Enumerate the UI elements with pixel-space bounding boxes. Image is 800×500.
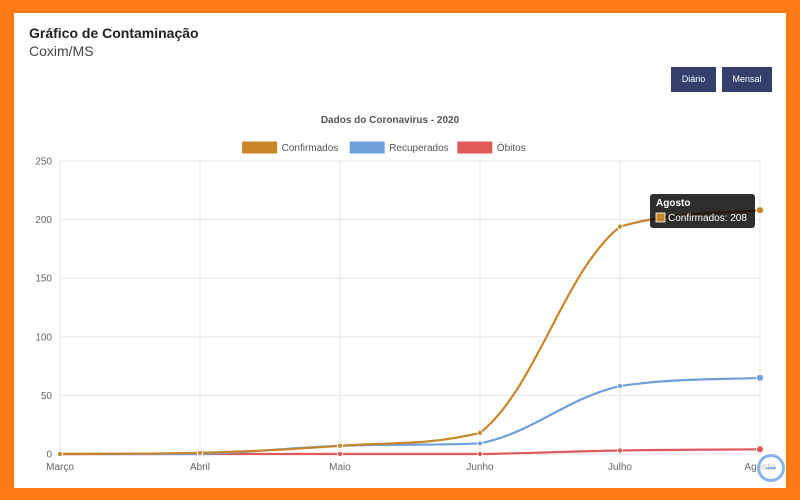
data-point	[57, 451, 63, 457]
chart-legend: Confirmados Recuperados Óbitos	[242, 141, 526, 154]
legend-swatch	[349, 141, 385, 154]
y-tick-label: 100	[35, 332, 52, 343]
data-point	[756, 373, 764, 382]
line-chart: Dados do Coronavirus - 2020 Confirmados R…	[35, 115, 776, 473]
legend-label: Confirmados	[282, 143, 339, 154]
series-line	[59, 209, 761, 456]
y-tick-label: 50	[41, 391, 53, 402]
data-point	[477, 430, 483, 436]
x-tick-label: Abril	[190, 462, 210, 473]
legend-label: Óbitos	[497, 141, 526, 154]
legend-swatch	[457, 141, 493, 154]
x-tick-label: Maio	[329, 462, 351, 473]
x-tick-label: Julho	[608, 462, 632, 473]
tooltip-label: Confirmados: 208	[668, 213, 747, 224]
daily-button[interactable]: Diário	[671, 67, 716, 92]
data-point	[477, 451, 483, 457]
tooltip-box	[650, 194, 755, 228]
y-axis: 0 50 100 150 200 250	[35, 157, 52, 461]
y-tick-label: 150	[35, 274, 52, 285]
monthly-button[interactable]: Mensal	[722, 67, 772, 92]
chart-title: Dados do Coronavirus - 2020	[321, 115, 460, 126]
data-point	[617, 447, 623, 454]
chart-card: Gráfico de Contaminação Coxim/MS Diário …	[14, 13, 786, 488]
data-point	[337, 451, 343, 457]
tooltip-title: Agosto	[656, 198, 690, 209]
legend-swatch	[242, 141, 278, 154]
page-subtitle: Coxim/MS	[29, 43, 94, 59]
data-point	[617, 223, 623, 230]
data-point	[756, 445, 764, 454]
y-tick-label: 0	[46, 450, 52, 461]
chart-lines	[59, 209, 761, 456]
data-point	[617, 383, 623, 389]
data-point	[197, 449, 203, 456]
data-point	[337, 442, 343, 449]
page-title: Gráfico de Contaminação	[29, 25, 199, 41]
y-tick-label: 250	[35, 157, 52, 168]
data-point	[477, 440, 483, 447]
chart-tooltip: Agosto Confirmados: 208	[650, 194, 755, 228]
data-point	[756, 206, 764, 215]
tooltip-swatch	[655, 212, 666, 223]
zoom-out-button[interactable]	[757, 454, 785, 482]
x-tick-label: Março	[46, 462, 74, 473]
legend-label: Recuperados	[389, 143, 448, 154]
x-tick-label: Junho	[466, 462, 494, 473]
chart-points	[57, 206, 764, 457]
y-tick-label: 200	[35, 215, 52, 226]
